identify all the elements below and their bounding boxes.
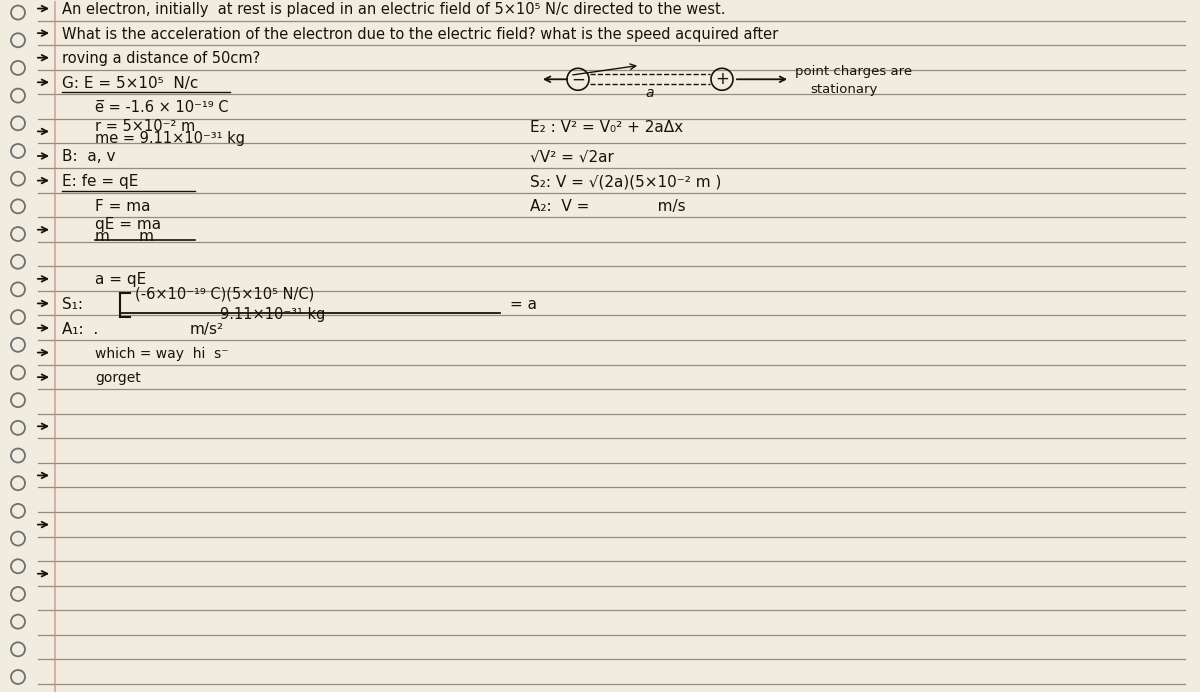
Text: 9.11×10⁻³¹ kg: 9.11×10⁻³¹ kg — [220, 307, 325, 322]
Text: m      m: m m — [95, 229, 154, 244]
Text: E: fe = qE: E: fe = qE — [62, 174, 138, 189]
Text: e̅ = -1.6 × 10⁻¹⁹ C: e̅ = -1.6 × 10⁻¹⁹ C — [95, 100, 228, 116]
Text: roving a distance of 50cm?: roving a distance of 50cm? — [62, 51, 260, 66]
Text: What is the acceleration of the electron due to the electric field? what is the : What is the acceleration of the electron… — [62, 26, 779, 42]
Text: A₂:  V =              m/s: A₂: V = m/s — [530, 199, 685, 214]
Text: G: E = 5×10⁵  N/c: G: E = 5×10⁵ N/c — [62, 76, 198, 91]
Text: A₁:  .: A₁: . — [62, 322, 98, 336]
Text: An electron, initially  at rest is placed in an electric field of 5×10⁵ N/c dire: An electron, initially at rest is placed… — [62, 2, 726, 17]
Text: = a: = a — [510, 297, 538, 312]
Text: −: − — [571, 71, 584, 89]
Text: S₁:: S₁: — [62, 297, 83, 312]
Text: E₂ : V² = V₀² + 2aΔx: E₂ : V² = V₀² + 2aΔx — [530, 120, 683, 135]
Text: me = 9.11×10⁻³¹ kg: me = 9.11×10⁻³¹ kg — [95, 131, 245, 146]
Text: which = way  hi  s⁻: which = way hi s⁻ — [95, 347, 229, 361]
Text: B:  a, v: B: a, v — [62, 149, 115, 165]
Text: a: a — [646, 86, 654, 100]
Text: +: + — [715, 71, 728, 89]
Text: qE = ma: qE = ma — [95, 217, 161, 233]
Text: √V² = √2ar: √V² = √2ar — [530, 149, 614, 165]
Text: r = 5×10⁻² m: r = 5×10⁻² m — [95, 119, 196, 134]
Text: S₂: V = √(2a)(5×10⁻² m ): S₂: V = √(2a)(5×10⁻² m ) — [530, 174, 721, 189]
Text: a = qE: a = qE — [95, 273, 146, 287]
Text: point charges are: point charges are — [796, 65, 912, 78]
Text: (-6×10⁻¹⁹ C)(5×10⁵ N/C): (-6×10⁻¹⁹ C)(5×10⁵ N/C) — [134, 287, 314, 302]
Text: F = ma: F = ma — [95, 199, 150, 214]
Text: stationary: stationary — [810, 83, 877, 95]
Text: gorget: gorget — [95, 371, 140, 385]
Text: m/s²: m/s² — [190, 322, 224, 336]
